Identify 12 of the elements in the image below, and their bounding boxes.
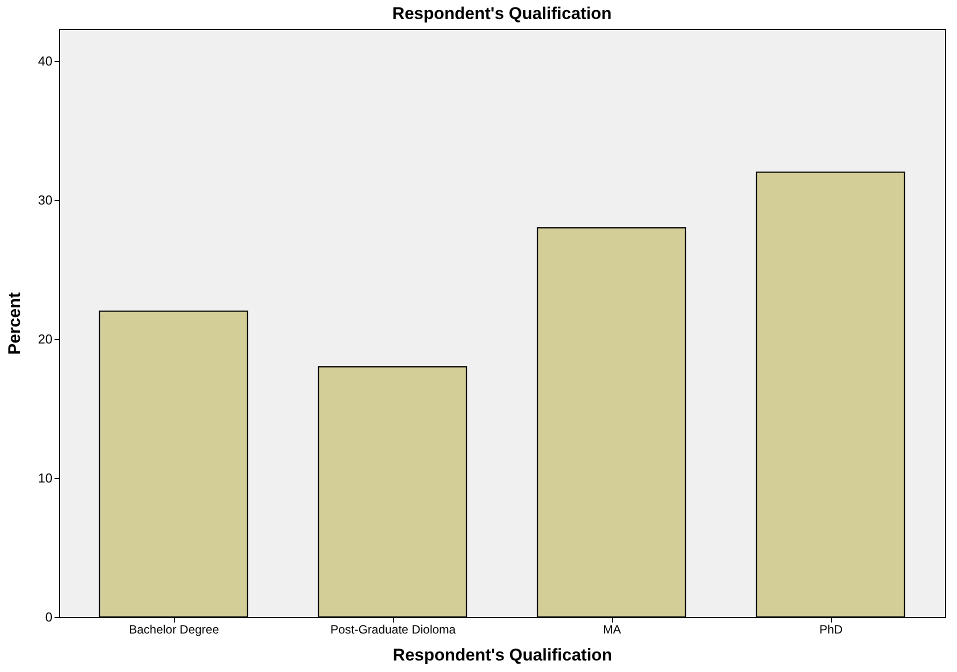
x-tick-label: Post-Graduate Dioloma xyxy=(330,622,456,636)
x-tick-label: Bachelor Degree xyxy=(128,622,220,636)
y-tick-label: 20 xyxy=(38,331,52,346)
y-tick-label: 10 xyxy=(38,470,52,486)
chart-title: Respondent's Qualification xyxy=(392,4,612,23)
y-tick-label: 0 xyxy=(45,610,52,624)
x-axis-title: Respondent's Qualification xyxy=(392,646,612,664)
y-axis-title: Percent xyxy=(5,292,24,355)
y-tick-label: 30 xyxy=(38,192,52,208)
y-tick-label: 40 xyxy=(38,53,52,68)
x-tick-label: PhD xyxy=(819,622,844,636)
x-tick-label: MA xyxy=(603,622,621,636)
